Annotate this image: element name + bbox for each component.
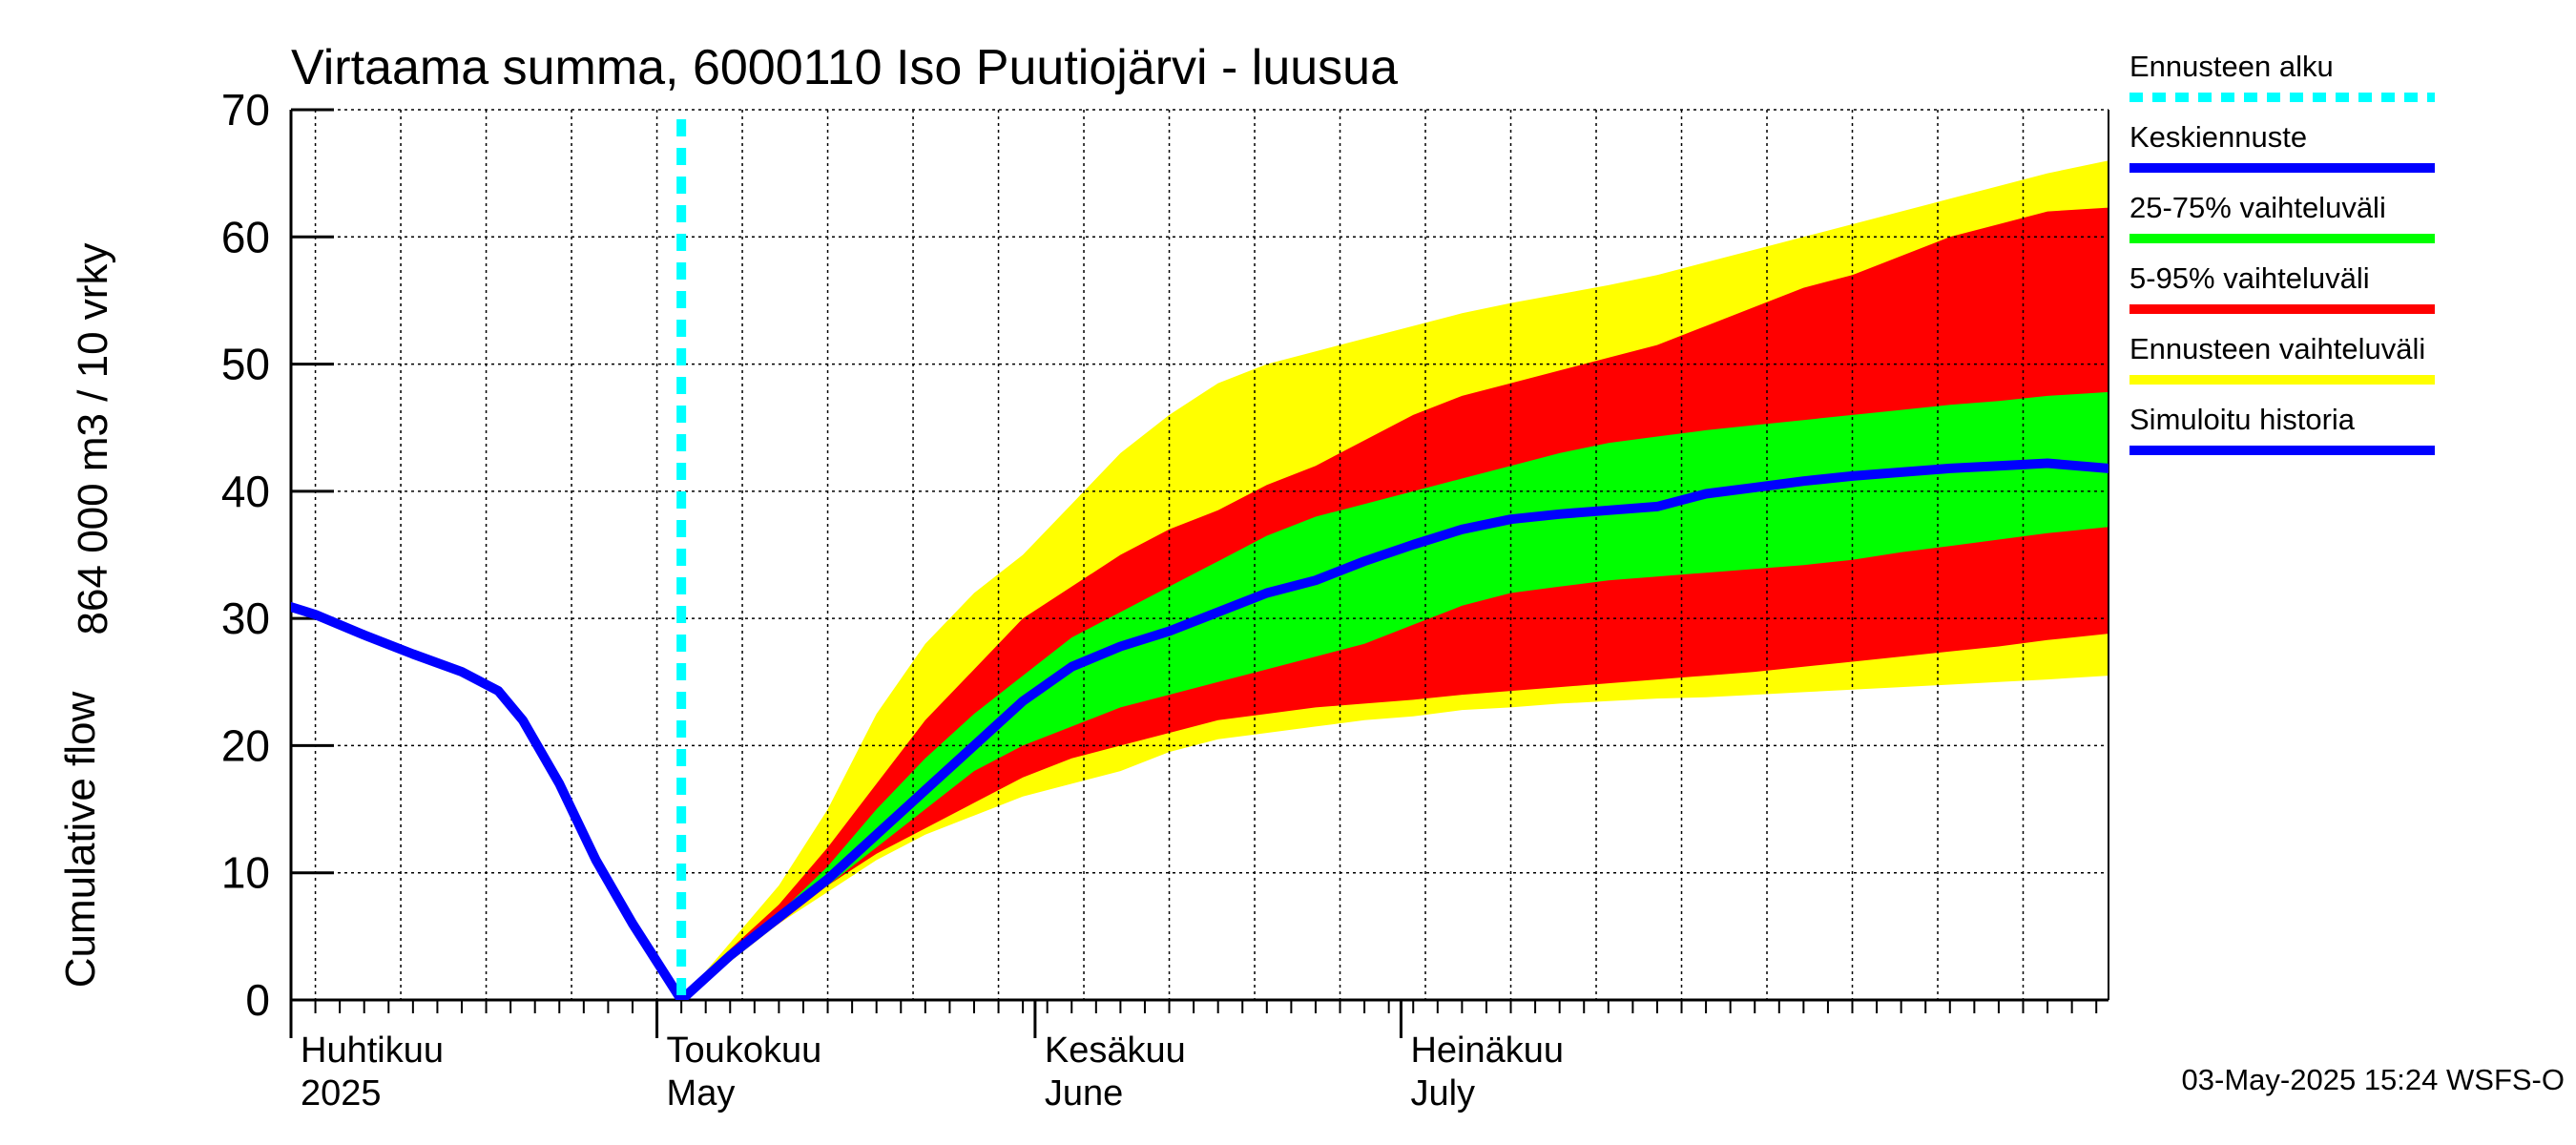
y-axis-title-line1: Cumulative flow [57,692,104,989]
y-tick-label-0: 0 [245,975,270,1025]
y-tick-label-1: 10 [221,848,270,898]
legend-label-0: Ennusteen alku [2129,50,2334,83]
x-month-sublabel-0: 2025 [301,1073,382,1114]
y-tick-label-6: 60 [221,212,270,261]
median-forecast-line [676,458,2109,1000]
legend-label-3: 5-95% vaihteluväli [2129,261,2370,295]
bands-group [681,160,2109,1000]
x-month-label-0: Huhtikuu [301,1030,444,1071]
lines-group [291,458,2109,1000]
x-month-sublabel-1: May [667,1073,736,1114]
x-month-label-2: Kesäkuu [1045,1030,1186,1071]
y-tick-label-2: 20 [221,720,270,770]
history-line [291,601,687,1000]
legend-label-1: Keskiennuste [2129,120,2307,154]
y-tick-label-5: 50 [221,340,270,389]
legend-label-2: 25-75% vaihteluväli [2129,191,2386,224]
x-month-label-3: Heinäkuu [1410,1030,1564,1071]
legend-label-4: Ennusteen vaihteluväli [2129,332,2425,365]
chart-title: Virtaama summa, 6000110 Iso Puutiojärvi … [291,40,1398,95]
band-2 [681,391,2109,1000]
y-axis-title-line2: 864 000 m3 / 10 vrky [70,243,116,635]
x-month-label-1: Toukokuu [667,1030,822,1071]
x-minor-ticks [290,1000,2098,1013]
y-tick-label-3: 30 [221,593,270,643]
y-tick-label-4: 40 [221,467,270,516]
x-month-sublabel-2: June [1045,1073,1123,1114]
legend-label-5: Simuloitu historia [2129,403,2356,436]
y-tick-label-7: 70 [221,85,270,135]
x-month-sublabel-3: July [1410,1073,1475,1114]
timestamp: 03-May-2025 15:24 WSFS-O [2182,1063,2565,1096]
